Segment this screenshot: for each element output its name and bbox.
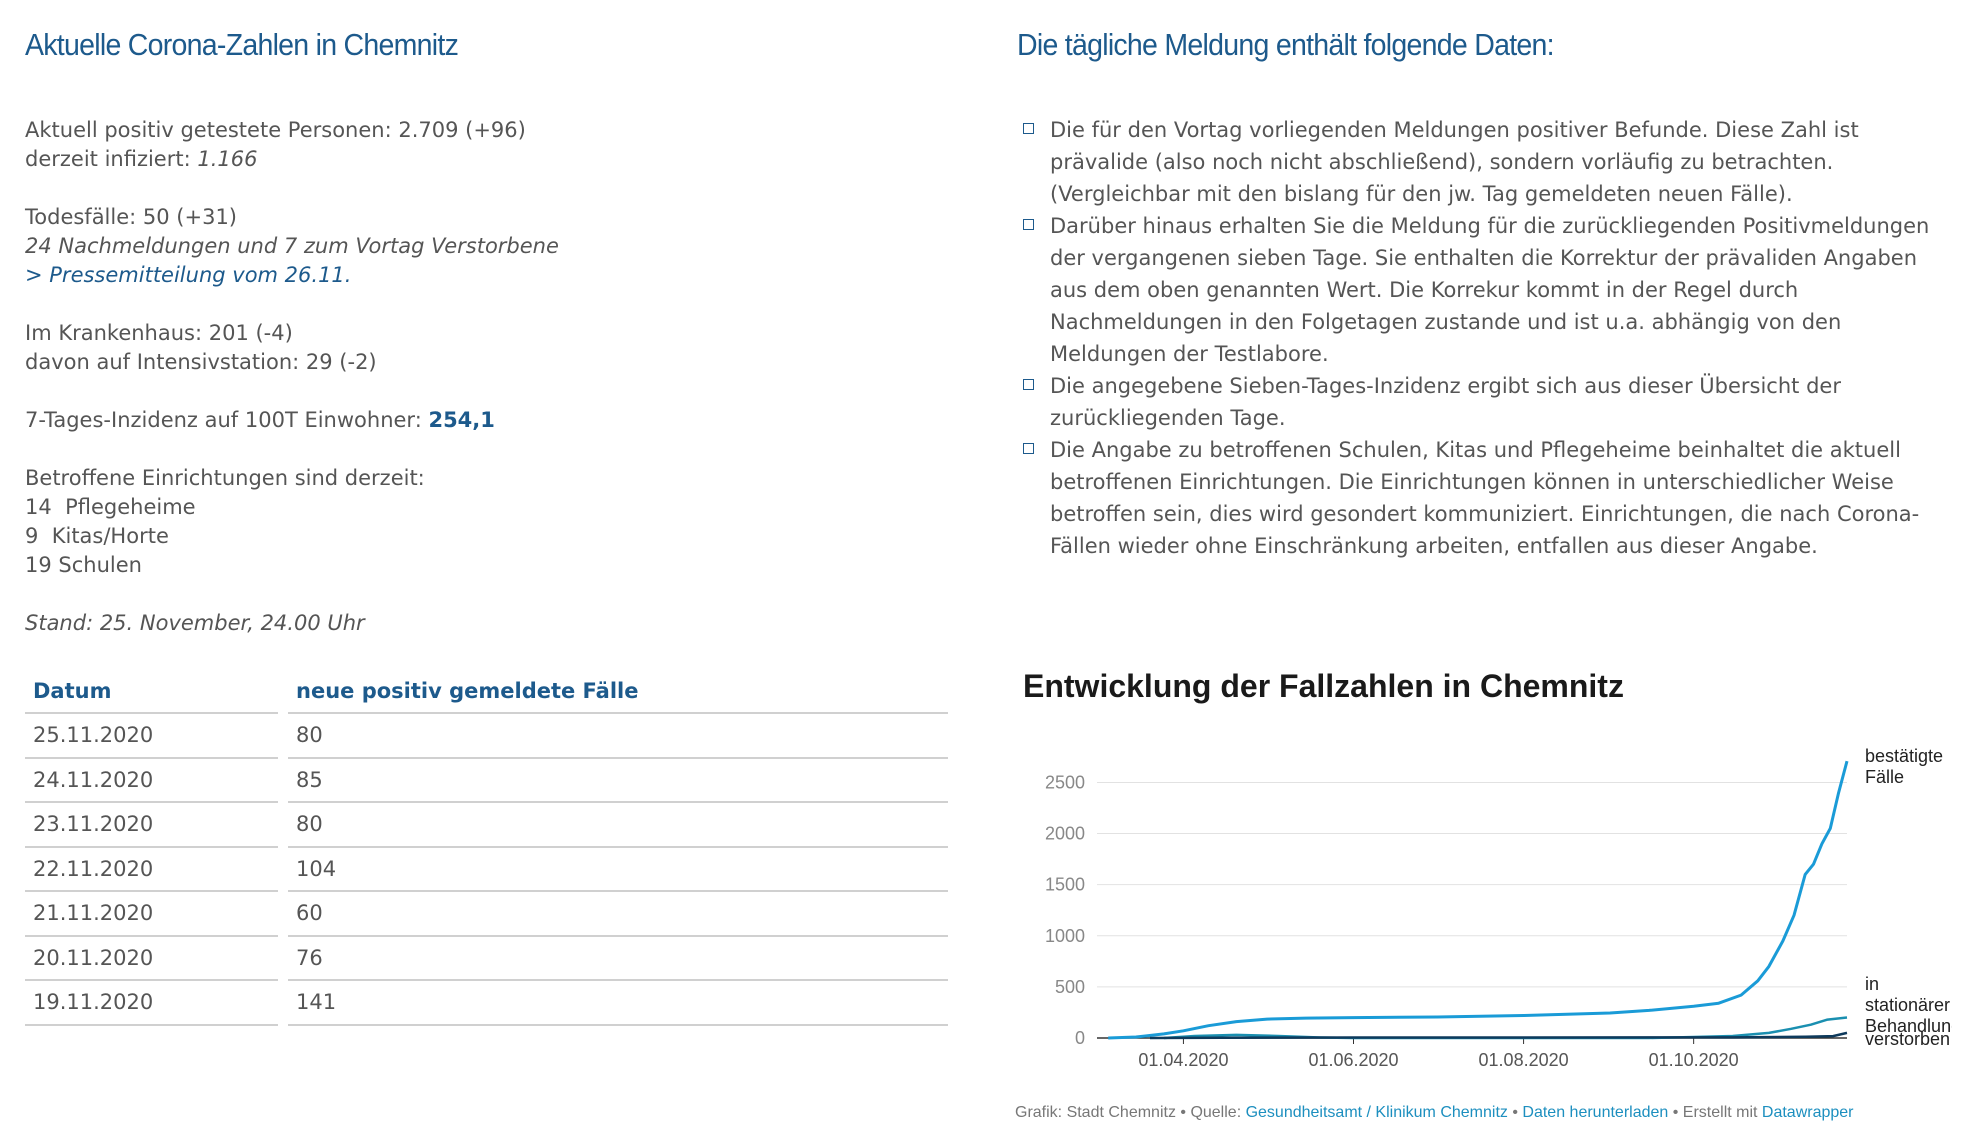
cases-cell: 85 <box>288 759 948 803</box>
column-header-cases: neue positiv gemeldete Fälle <box>288 670 948 714</box>
square-bullet-icon <box>1023 123 1034 134</box>
bullet-item: Die Angabe zu betroffenen Schulen, Kitas… <box>1017 434 1947 562</box>
footer-credit: Grafik: Stadt Chemnitz • Quelle: <box>1015 1104 1246 1121</box>
cases-cell: 80 <box>288 803 948 848</box>
cases-cell: 104 <box>288 848 948 892</box>
y-tick-label: 2500 <box>1045 772 1085 792</box>
stand-date: Stand: 25. November, 24.00 Uhr <box>25 611 365 635</box>
series-label: stationärer <box>1865 995 1950 1015</box>
infected-value: 1.166 <box>197 147 258 171</box>
date-cell: 23.11.2020 <box>25 803 278 848</box>
datawrapper-link[interactable]: Datawrapper <box>1761 1104 1854 1121</box>
chart-footer: Grafik: Stadt Chemnitz • Quelle: Gesundh… <box>1015 1104 1854 1122</box>
daily-cases-table: Datum neue positiv gemeldete Fälle 25.11… <box>25 670 948 1026</box>
table-row: 23.11.2020 80 <box>25 803 948 848</box>
date-cell: 20.11.2020 <box>25 937 278 981</box>
date-cell: 24.11.2020 <box>25 759 278 803</box>
right-title: Die tägliche Meldung enthält folgende Da… <box>1017 27 1555 62</box>
bullet-text: Die Angabe zu betroffenen Schulen, Kitas… <box>1050 438 1920 558</box>
left-title: Aktuelle Corona-Zahlen in Chemnitz <box>25 27 459 62</box>
x-tick-label: 01.06.2020 <box>1308 1050 1398 1070</box>
cases-cell: 80 <box>288 714 948 759</box>
deaths-line: Todesfälle: 50 (+31) <box>25 205 237 229</box>
cases-cell: 60 <box>288 892 948 937</box>
infected-label: derzeit infiziert: <box>25 147 198 171</box>
positives-block: Aktuell positiv getestete Personen: 2.70… <box>25 116 955 174</box>
square-bullet-icon <box>1023 379 1034 390</box>
y-tick-label: 500 <box>1055 977 1085 997</box>
table-header-row: Datum neue positiv gemeldete Fälle <box>25 670 948 714</box>
table-row: 24.11.2020 85 <box>25 759 948 803</box>
corona-info: Aktuell positiv getestete Personen: 2.70… <box>25 116 955 638</box>
hospital-line: Im Krankenhaus: 201 (-4) <box>25 321 293 345</box>
bullet-text: Darüber hinaus erhalten Sie die Meldung … <box>1050 214 1930 366</box>
bullet-text: Die angegebene Sieben-Tages-Inzidenz erg… <box>1050 374 1841 430</box>
left-column: Aktuelle Corona-Zahlen in Chemnitz Aktue… <box>25 22 955 667</box>
y-tick-label: 1000 <box>1045 926 1085 946</box>
x-tick-label: 01.04.2020 <box>1138 1050 1228 1070</box>
column-header-date: Datum <box>25 670 278 714</box>
incidence-label: 7-Tages-Inzidenz auf 100T Einwohner: <box>25 408 429 432</box>
series-line <box>1149 1031 1848 1040</box>
date-cell: 21.11.2020 <box>25 892 278 937</box>
positive-line: Aktuell positiv getestete Personen: 2.70… <box>25 118 526 142</box>
download-data-link[interactable]: Daten herunterladen <box>1522 1104 1669 1121</box>
date-cell: 19.11.2020 <box>25 981 278 1026</box>
cases-cell: 141 <box>288 981 948 1026</box>
source-link[interactable]: Gesundheitsamt / Klinikum Chemnitz <box>1245 1104 1508 1121</box>
facilities-block: Betroffene Einrichtungen sind derzeit: 1… <box>25 464 955 580</box>
series-label: Fälle <box>1865 767 1904 787</box>
bullet-item: Die für den Vortag vorliegenden Meldunge… <box>1017 114 1947 210</box>
bullet-item: Darüber hinaus erhalten Sie die Meldung … <box>1017 210 1947 370</box>
facility-item: 9 Kitas/Horte <box>25 524 169 548</box>
table-row: 21.11.2020 60 <box>25 892 948 937</box>
footer-made-with: • Erstellt mit <box>1668 1104 1762 1121</box>
facility-item: 19 Schulen <box>25 553 142 577</box>
deaths-note: 24 Nachmeldungen und 7 zum Vortag Versto… <box>25 234 559 258</box>
date-cell: 22.11.2020 <box>25 848 278 892</box>
footer-separator: • <box>1507 1104 1523 1121</box>
x-tick-label: 01.08.2020 <box>1479 1050 1569 1070</box>
table-row: 22.11.2020 104 <box>25 848 948 892</box>
icu-line: davon auf Intensivstation: 29 (-2) <box>25 350 377 374</box>
y-tick-label: 1500 <box>1045 875 1085 895</box>
incidence-block: 7-Tages-Inzidenz auf 100T Einwohner: 254… <box>25 406 955 435</box>
report-bullet-list: Die für den Vortag vorliegenden Meldunge… <box>1017 114 1947 562</box>
y-tick-label: 2000 <box>1045 824 1085 844</box>
hospital-block: Im Krankenhaus: 201 (-4) davon auf Inten… <box>25 319 955 377</box>
press-release-link[interactable]: > Pressemitteilung vom 26.11. <box>25 263 352 287</box>
x-tick-label: 01.10.2020 <box>1649 1050 1739 1070</box>
facility-item: 14 Pflegeheime <box>25 495 196 519</box>
series-label: Behandlung <box>1865 1016 1952 1036</box>
cases-cell: 76 <box>288 937 948 981</box>
table-row: 25.11.2020 80 <box>25 714 948 759</box>
incidence-value: 254,1 <box>428 408 495 432</box>
right-column: Die tägliche Meldung enthält folgende Da… <box>1017 22 1947 562</box>
square-bullet-icon <box>1023 219 1034 230</box>
deaths-block: Todesfälle: 50 (+31) 24 Nachmeldungen un… <box>25 203 955 290</box>
square-bullet-icon <box>1023 443 1034 454</box>
series-line <box>1108 760 1849 1040</box>
case-development-chart: 0 500 1000 1500 2000 2500 01.04.2020 01.06.2020… <box>1045 746 1952 1070</box>
bullet-text: Die für den Vortag vorliegenden Meldunge… <box>1050 118 1859 206</box>
date-cell: 25.11.2020 <box>25 714 278 759</box>
series-label: verstorben <box>1865 1029 1950 1049</box>
series-label: bestätigte <box>1865 746 1943 766</box>
bullet-item: Die angegebene Sieben-Tages-Inzidenz erg… <box>1017 370 1947 434</box>
y-tick-label: 0 <box>1075 1028 1085 1048</box>
chart-title: Entwicklung der Fallzahlen in Chemnitz <box>1023 668 1624 704</box>
facilities-heading: Betroffene Einrichtungen sind derzeit: <box>25 466 425 490</box>
series-label: in <box>1865 974 1879 994</box>
table-row: 20.11.2020 76 <box>25 937 948 981</box>
table-row: 19.11.2020 141 <box>25 981 948 1026</box>
